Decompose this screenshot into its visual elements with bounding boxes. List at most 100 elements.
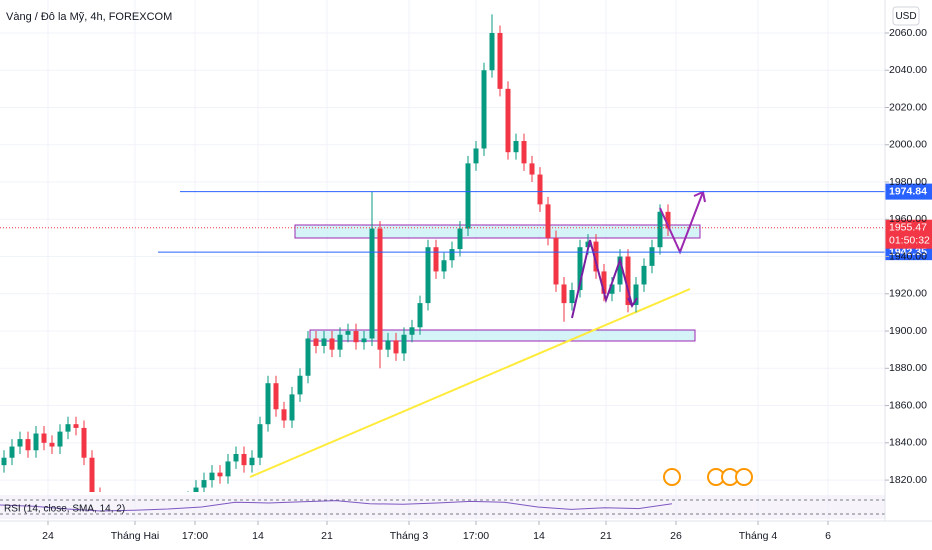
candle-body <box>441 260 447 272</box>
rsi-label: RSI (14, close, SMA, 14, 2) <box>4 504 125 515</box>
candle-body <box>625 256 631 305</box>
currency[interactable]: USD <box>895 11 916 22</box>
candle-body <box>281 409 287 421</box>
candle-body <box>577 247 583 291</box>
candle-body <box>57 431 63 447</box>
candle-body <box>425 247 431 304</box>
y-tick-label: 1920.00 <box>889 288 927 300</box>
candle-body <box>633 284 639 305</box>
rsi-line <box>0 500 673 512</box>
x-tick-label: Tháng Hai <box>111 530 159 542</box>
candle-body <box>449 249 455 261</box>
candle-body <box>377 228 383 350</box>
candle-body <box>393 340 399 354</box>
candle-body <box>241 453 247 466</box>
pattern-drawing <box>571 190 753 486</box>
candle-body <box>657 211 663 248</box>
candle-body <box>409 327 415 335</box>
last-price-label: 1955.47 <box>889 221 927 233</box>
x-tick-label: 6 <box>825 530 831 542</box>
candle-body <box>265 383 271 425</box>
event-icon[interactable] <box>735 468 753 486</box>
y-tick-label: 1960.00 <box>889 213 927 225</box>
candle-body <box>513 141 519 153</box>
candle-body <box>257 424 263 458</box>
candle-body <box>297 375 303 395</box>
x-tick-label: 17:00 <box>463 530 489 542</box>
candle-body <box>89 457 95 492</box>
candle-body <box>361 338 367 343</box>
candle-body <box>33 433 39 451</box>
candle-body <box>609 284 615 294</box>
candle-body <box>209 472 215 481</box>
level-label-box <box>885 183 932 200</box>
candle-body <box>593 241 599 272</box>
candle-body <box>9 446 15 458</box>
candle-body <box>385 340 391 350</box>
candle-body <box>641 265 647 285</box>
x-tick-label: 17:00 <box>182 530 208 542</box>
x-tick-label: Tháng 4 <box>739 530 778 542</box>
x-tick-label: 24 <box>42 530 54 542</box>
x-tick-label: 26 <box>670 530 682 542</box>
candle-body <box>497 32 503 89</box>
rsi <box>0 500 673 512</box>
arrow-head <box>627 297 638 309</box>
candle-body <box>73 424 79 428</box>
event-icon[interactable] <box>663 468 681 486</box>
level-label: 1942.35 <box>889 246 927 258</box>
candle-body <box>17 439 23 447</box>
candle-body <box>289 394 295 421</box>
candle-body <box>225 461 231 477</box>
candle-body <box>457 228 463 250</box>
candle-body <box>665 211 671 229</box>
axes: 1820.00 1840.00 1860.00 1880.00 1900.00 1920.… <box>42 27 927 542</box>
candle-body <box>617 256 623 285</box>
candle-body <box>65 424 71 432</box>
y-tick-label: 2020.00 <box>889 101 927 113</box>
candle-body <box>489 32 495 71</box>
rsi-pane <box>0 495 885 519</box>
candle-body <box>249 457 255 466</box>
candle-body <box>545 204 551 238</box>
candle-body <box>401 334 407 354</box>
candles <box>1 14 671 492</box>
candle-body <box>81 427 87 458</box>
candle-body <box>233 453 239 462</box>
currency-box[interactable] <box>892 6 920 26</box>
candle-body <box>521 141 527 164</box>
x-tick-label: 14 <box>252 530 264 542</box>
y-tick-label: 2040.00 <box>889 64 927 76</box>
candle-body <box>1 457 7 466</box>
candle-body <box>329 338 335 350</box>
candle-body <box>433 247 439 272</box>
candle-body <box>537 174 543 205</box>
drawings <box>249 224 701 478</box>
y-tick-label: 2000.00 <box>889 139 927 151</box>
candle-body <box>345 331 351 335</box>
zigzag <box>571 239 633 319</box>
y-tick-label: 1860.00 <box>889 399 927 411</box>
candle-body <box>41 433 47 443</box>
candle-body <box>473 148 479 164</box>
candle-body <box>25 439 31 451</box>
candle-body <box>49 442 55 447</box>
level-label: 1974.84 <box>889 185 927 197</box>
candle-body <box>481 70 487 149</box>
y-tick-label: 1840.00 <box>889 437 927 449</box>
candle-body <box>601 271 607 294</box>
grid <box>0 0 885 521</box>
y-tick-label: 1880.00 <box>889 362 927 374</box>
x-tick-label: 14 <box>533 530 545 542</box>
y-tick-label: 1980.00 <box>889 176 927 188</box>
candle-body <box>313 338 319 346</box>
countdown: 01:50:32 <box>889 234 930 246</box>
candle-body <box>337 334 343 350</box>
candle-body <box>201 480 207 488</box>
chart-title: Vàng / Đô la Mỹ, 4h, FOREXCOM <box>6 11 172 23</box>
candle-body <box>569 290 575 304</box>
y-tick-label: 1940.00 <box>889 250 927 262</box>
